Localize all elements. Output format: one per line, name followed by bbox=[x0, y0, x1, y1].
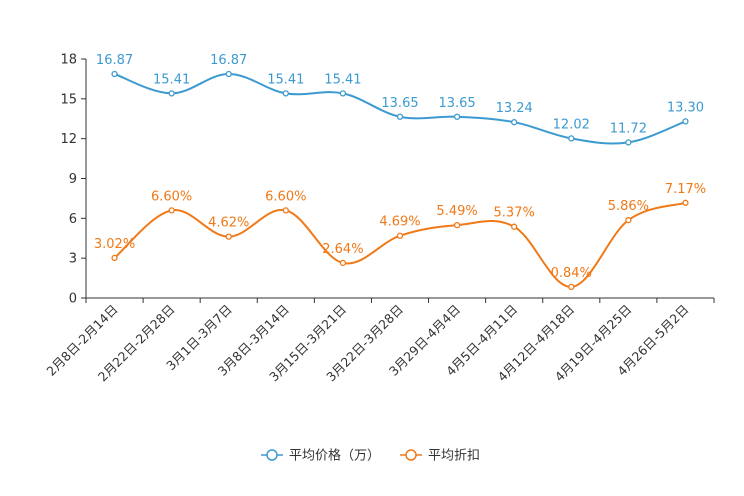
data-label: 12.02 bbox=[553, 117, 590, 132]
legend-item-2[interactable]: 平均折扣 bbox=[400, 449, 480, 464]
data-label: 6.60% bbox=[265, 189, 306, 204]
data-point[interactable] bbox=[396, 232, 404, 239]
data-label: 16.87 bbox=[96, 53, 133, 68]
legend-marker bbox=[405, 449, 417, 461]
data-label: 4.62% bbox=[208, 216, 249, 231]
y-tick-label: 15 bbox=[60, 92, 77, 107]
legend[interactable]: 平均价格（万） 平均折扣 bbox=[261, 448, 480, 464]
data-point[interactable] bbox=[568, 283, 575, 290]
data-label: 13.30 bbox=[667, 100, 704, 115]
legend-label: 平均价格（万） bbox=[289, 448, 380, 464]
data-labels: 16.87 15.41 16.87 15.41 15.41 13.65 13.65 13.24… bbox=[94, 53, 706, 281]
data-label: 15.41 bbox=[267, 72, 304, 87]
data-label: 15.41 bbox=[153, 72, 190, 87]
data-point[interactable] bbox=[111, 254, 118, 262]
legend-item-1[interactable]: 平均价格（万） bbox=[261, 448, 380, 464]
data-label: 6.60% bbox=[151, 189, 192, 204]
data-label: 11.72 bbox=[610, 121, 647, 136]
legend-label: 平均折扣 bbox=[428, 449, 480, 464]
data-label: 15.41 bbox=[324, 72, 361, 87]
legend-marker bbox=[266, 449, 278, 461]
data-point[interactable] bbox=[168, 207, 175, 214]
data-point[interactable] bbox=[225, 70, 232, 78]
data-label: 13.65 bbox=[381, 96, 418, 111]
data-label: 5.37% bbox=[494, 206, 535, 221]
data-label: 3.02% bbox=[94, 237, 135, 252]
data-label: 5.49% bbox=[436, 204, 477, 219]
data-point[interactable] bbox=[282, 207, 289, 214]
data-point[interactable] bbox=[511, 119, 518, 126]
y-tick-label: 6 bbox=[69, 212, 77, 227]
data-label: 13.65 bbox=[438, 96, 475, 111]
data-point[interactable] bbox=[682, 118, 689, 125]
data-point[interactable] bbox=[682, 199, 689, 206]
y-tick-label: 9 bbox=[69, 172, 77, 187]
data-point[interactable] bbox=[625, 139, 632, 146]
data-point[interactable] bbox=[339, 90, 347, 97]
data-label: 2.64% bbox=[322, 242, 363, 257]
data-point[interactable] bbox=[168, 90, 175, 97]
y-tick-label: 0 bbox=[69, 292, 77, 307]
data-point[interactable] bbox=[396, 113, 404, 120]
y-tick-label: 18 bbox=[60, 53, 77, 68]
y-tick-label: 12 bbox=[60, 132, 77, 147]
data-label: 16.87 bbox=[210, 53, 247, 68]
data-label: 7.17% bbox=[665, 182, 706, 197]
data-point[interactable] bbox=[568, 135, 575, 142]
y-tick-label: 3 bbox=[69, 252, 77, 267]
data-label: 0.84% bbox=[551, 266, 592, 281]
data-label: 13.24 bbox=[496, 101, 533, 116]
data-point[interactable] bbox=[225, 233, 232, 240]
data-point[interactable] bbox=[453, 221, 461, 229]
data-label: 5.86% bbox=[608, 199, 649, 214]
data-point[interactable] bbox=[282, 90, 289, 97]
data-point[interactable] bbox=[625, 217, 632, 224]
data-label: 4.69% bbox=[379, 215, 420, 230]
data-point[interactable] bbox=[339, 259, 347, 267]
data-point[interactable] bbox=[111, 70, 118, 78]
data-point[interactable] bbox=[453, 113, 461, 120]
series-lines bbox=[111, 70, 689, 290]
data-point[interactable] bbox=[511, 223, 518, 230]
